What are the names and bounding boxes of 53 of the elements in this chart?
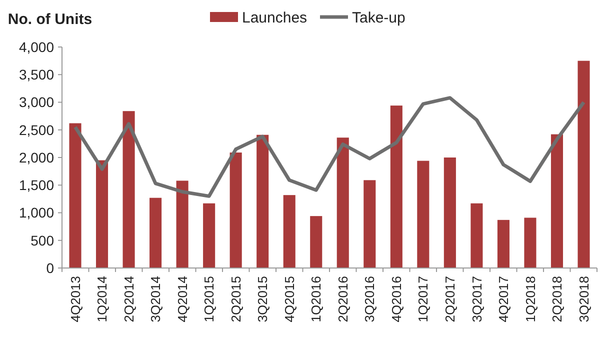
line-series	[74, 96, 586, 198]
x-tick-label: 2Q2014	[121, 276, 136, 322]
x-tick-label: 4Q2014	[174, 276, 190, 322]
y-tick-label: 2,000	[18, 149, 54, 166]
x-tick-label: 2Q2016	[335, 276, 350, 322]
legend-label: Take-up	[352, 9, 406, 26]
x-tick-label: 3Q2017	[469, 276, 484, 322]
y-tick-label: 2,500	[18, 122, 54, 138]
bar	[524, 218, 536, 268]
bar	[256, 134, 269, 268]
bar	[497, 220, 510, 268]
bar	[69, 123, 82, 268]
bar	[470, 203, 483, 268]
x-tick-label: 1Q2017	[416, 276, 431, 322]
y-tick-label: 0	[46, 260, 54, 276]
bar	[578, 60, 590, 268]
x-tick-label: 3Q2014	[148, 276, 164, 322]
y-tick-label: 4,000	[18, 38, 54, 55]
y-tick-label: 1,500	[18, 177, 54, 194]
bar	[417, 160, 430, 268]
x-tick-label: 2Q2015	[228, 276, 244, 322]
bar	[336, 138, 349, 268]
x-tick-label: 3Q2016	[362, 276, 378, 322]
y-tick-label: 500	[30, 232, 54, 248]
bar	[122, 111, 135, 268]
bar	[203, 203, 216, 268]
x-tick-label: 1Q2014	[94, 276, 110, 322]
bar	[96, 160, 108, 268]
bar	[550, 134, 564, 268]
x-tick-label: 4Q2016	[388, 276, 404, 322]
x-tick-label: 1Q2015	[202, 276, 217, 322]
x-tick-label: 3Q2018	[576, 276, 592, 322]
x-tick-label: 2Q2017	[442, 276, 458, 322]
bar	[444, 158, 456, 268]
y-axis-title: No. of Units	[8, 11, 92, 28]
x-tick-label: 3Q2015	[255, 276, 270, 322]
bar	[150, 198, 162, 268]
bar	[230, 152, 242, 268]
x-tick-label: 2Q2018	[550, 276, 565, 322]
bar	[176, 180, 188, 268]
x-tick-label: 4Q2013	[68, 276, 83, 322]
y-tick-label: 1,000	[18, 204, 54, 221]
bar	[283, 195, 296, 268]
y-tick-label: 3,000	[18, 94, 54, 110]
x-tick-label: 1Q2016	[308, 276, 324, 322]
bar	[364, 180, 376, 268]
legend-label: Launches	[242, 9, 308, 26]
x-tick-label: 4Q2015	[282, 276, 297, 322]
x-tick-label: 1Q2018	[522, 276, 538, 322]
bar	[310, 216, 322, 268]
y-tick-label: 3,500	[18, 66, 54, 83]
bar	[390, 106, 402, 268]
x-tick-label: 4Q2017	[496, 276, 512, 322]
